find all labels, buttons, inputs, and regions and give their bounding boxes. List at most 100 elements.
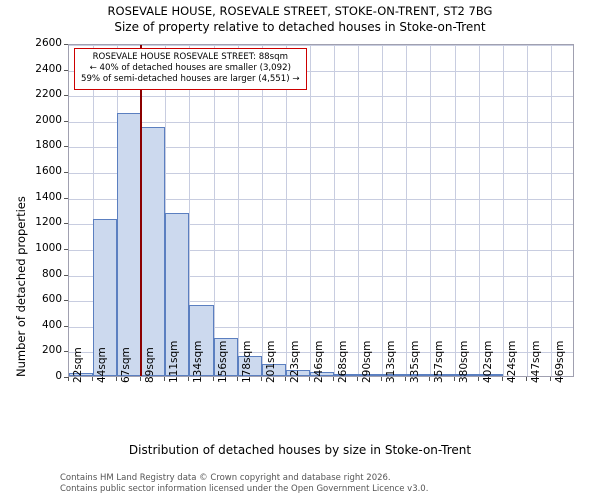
x-tick-mark <box>92 377 94 381</box>
bar <box>406 374 431 376</box>
y-tick-label: 2200 <box>35 88 62 101</box>
gridline-vertical <box>285 45 287 376</box>
bar <box>189 304 214 376</box>
y-tick-mark <box>64 44 68 45</box>
gridline-vertical <box>189 45 191 376</box>
x-tick-label: 156sqm <box>216 340 229 383</box>
x-tick-label: 89sqm <box>144 347 157 383</box>
x-tick-label: 178sqm <box>240 340 253 383</box>
chart-subtitle: Size of property relative to detached ho… <box>114 20 486 34</box>
x-tick-label: 44sqm <box>96 347 109 383</box>
y-tick-mark <box>64 223 68 225</box>
gridline-vertical <box>454 45 456 376</box>
x-tick-mark <box>188 377 190 381</box>
x-tick-mark <box>116 377 118 381</box>
x-tick-mark <box>405 377 407 381</box>
bar <box>334 373 359 376</box>
y-tick-label: 0 <box>55 370 62 382</box>
gridline-horizontal <box>69 352 573 354</box>
bar <box>382 374 407 376</box>
x-tick-label: 134sqm <box>192 340 205 383</box>
x-tick-mark <box>429 377 431 381</box>
x-tick-mark <box>164 377 166 381</box>
gridline-vertical <box>550 45 552 376</box>
y-tick-label: 1200 <box>35 216 62 229</box>
x-tick-mark <box>140 377 142 381</box>
footer-line-2: Contains public sector information licen… <box>60 484 429 494</box>
y-tick-label: 2600 <box>35 37 62 49</box>
y-tick-mark <box>64 248 68 250</box>
y-tick-mark <box>64 351 68 353</box>
y-tick-label: 1800 <box>35 139 62 152</box>
annotation-line-3: 59% of semi-detached houses are larger (… <box>81 74 300 84</box>
bar <box>117 113 142 376</box>
gridline-horizontal <box>69 326 573 328</box>
gridline-horizontal <box>69 45 573 46</box>
bar <box>261 363 286 376</box>
x-tick-label: 67sqm <box>120 347 133 383</box>
x-tick-label: 447sqm <box>529 340 542 383</box>
x-tick-mark <box>525 377 527 381</box>
x-tick-mark <box>501 377 503 381</box>
gridline-horizontal <box>69 70 573 72</box>
bar <box>430 374 455 376</box>
y-tick-label: 1000 <box>35 241 62 254</box>
y-tick-label: 2400 <box>35 62 62 75</box>
gridline-vertical <box>261 45 263 376</box>
gridline-vertical <box>213 45 215 376</box>
x-tick-mark <box>284 377 286 381</box>
x-tick-label: 335sqm <box>409 340 422 383</box>
gridline-horizontal <box>69 96 573 98</box>
x-tick-label: 111sqm <box>168 340 181 383</box>
gridline-vertical <box>430 45 432 376</box>
x-tick-label: 223sqm <box>288 340 301 383</box>
y-tick-label: 800 <box>41 267 62 280</box>
x-tick-mark <box>212 377 214 381</box>
gridline-vertical <box>502 45 504 376</box>
y-tick-mark <box>64 69 68 71</box>
x-tick-mark <box>549 377 551 381</box>
y-tick-mark <box>64 120 68 122</box>
bar <box>358 374 383 376</box>
footer-line-1: Contains HM Land Registry data © Crown c… <box>60 473 391 483</box>
y-tick-label: 600 <box>41 293 62 306</box>
x-tick-label: 424sqm <box>505 340 518 383</box>
y-tick-label: 1600 <box>35 165 62 178</box>
bar <box>93 219 118 376</box>
bar <box>478 374 503 376</box>
bars-group <box>69 45 573 376</box>
x-tick-mark <box>477 377 479 381</box>
gridline-horizontal <box>69 301 573 303</box>
plot-area <box>68 44 574 377</box>
bar <box>454 374 479 376</box>
property-size-marker <box>140 45 143 376</box>
annotation-line-2: ← 40% of detached houses are smaller (3,… <box>89 63 291 73</box>
gridline-vertical <box>478 45 480 376</box>
gridline-vertical <box>334 45 336 376</box>
y-tick-label: 2000 <box>35 113 62 126</box>
gridline-vertical <box>382 45 384 376</box>
x-tick-mark <box>260 377 262 381</box>
x-axis-label: Distribution of detached houses by size … <box>128 443 472 457</box>
x-tick-mark <box>381 377 383 381</box>
gridline-horizontal <box>69 121 573 123</box>
gridline-vertical <box>358 45 360 376</box>
x-tick-label: 268sqm <box>337 340 350 383</box>
y-tick-label: 400 <box>41 318 62 331</box>
gridline-horizontal <box>69 173 573 175</box>
y-tick-mark <box>64 300 68 302</box>
gridline-vertical <box>93 45 95 376</box>
gridline-vertical <box>309 45 311 376</box>
bar <box>309 371 335 376</box>
y-tick-mark <box>64 274 68 276</box>
x-tick-label: 357sqm <box>433 340 446 383</box>
y-tick-label: 200 <box>41 344 62 357</box>
chart-title: ROSEVALE HOUSE, ROSEVALE STREET, STOKE-O… <box>107 4 493 18</box>
gridline-vertical <box>406 45 408 376</box>
x-tick-label: 380sqm <box>457 340 470 383</box>
x-tick-label: 290sqm <box>361 340 374 383</box>
y-axis-label: Number of detached properties <box>14 196 28 377</box>
bar <box>69 373 94 376</box>
x-tick-mark <box>453 377 455 381</box>
y-tick-mark <box>64 95 68 97</box>
